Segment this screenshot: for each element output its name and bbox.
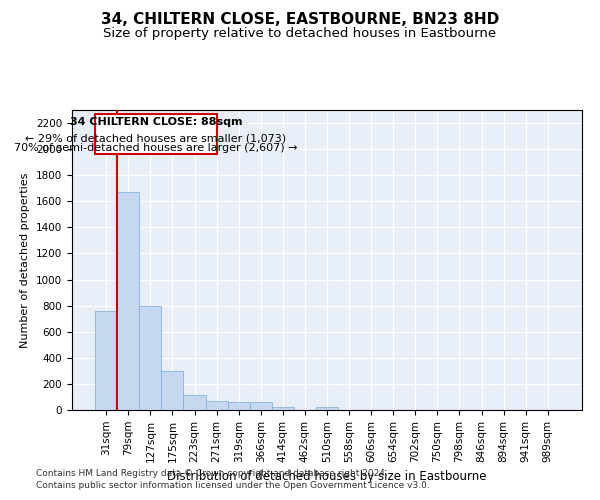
Bar xyxy=(206,401,227,410)
Bar xyxy=(139,306,161,410)
Text: ← 29% of detached houses are smaller (1,073): ← 29% of detached houses are smaller (1,… xyxy=(25,133,286,143)
Bar xyxy=(250,402,272,410)
X-axis label: Distribution of detached houses by size in Eastbourne: Distribution of detached houses by size … xyxy=(167,470,487,483)
Text: 34, CHILTERN CLOSE, EASTBOURNE, BN23 8HD: 34, CHILTERN CLOSE, EASTBOURNE, BN23 8HD xyxy=(101,12,499,28)
Text: 34 CHILTERN CLOSE: 88sqm: 34 CHILTERN CLOSE: 88sqm xyxy=(70,116,242,126)
Bar xyxy=(184,395,206,410)
Text: Size of property relative to detached houses in Eastbourne: Size of property relative to detached ho… xyxy=(103,28,497,40)
Bar xyxy=(95,114,217,154)
Bar xyxy=(117,192,139,410)
Bar xyxy=(227,402,250,410)
Y-axis label: Number of detached properties: Number of detached properties xyxy=(20,172,31,348)
Bar xyxy=(95,311,117,410)
Bar xyxy=(161,371,184,410)
Text: 70% of semi-detached houses are larger (2,607) →: 70% of semi-detached houses are larger (… xyxy=(14,143,298,153)
Text: Contains HM Land Registry data © Crown copyright and database right 2024.: Contains HM Land Registry data © Crown c… xyxy=(36,468,388,477)
Bar xyxy=(316,408,338,410)
Bar xyxy=(272,408,294,410)
Text: Contains public sector information licensed under the Open Government Licence v3: Contains public sector information licen… xyxy=(36,481,430,490)
